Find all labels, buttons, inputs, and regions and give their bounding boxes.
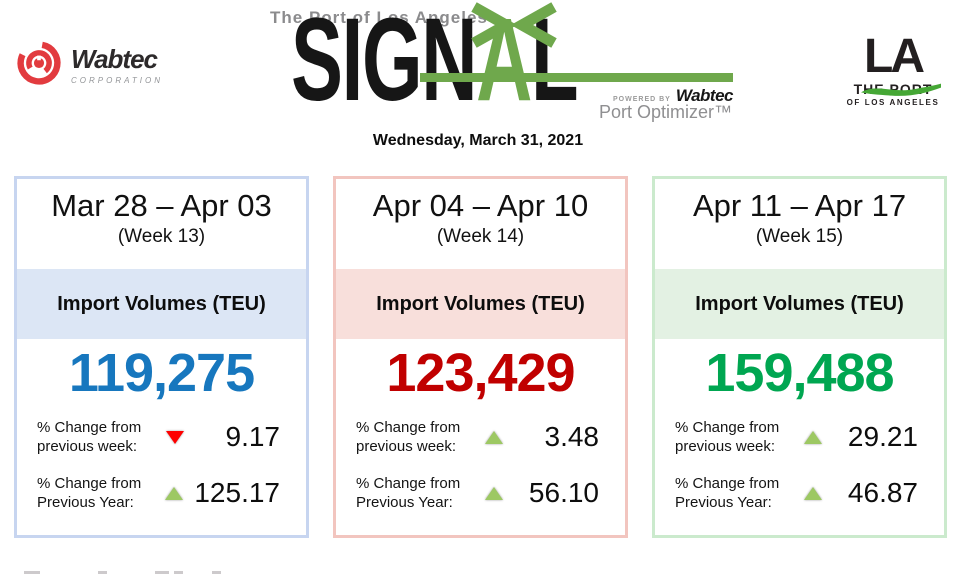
cropped-text-fragment xyxy=(24,571,40,574)
triangle-down-icon xyxy=(166,430,184,444)
change-icon-box xyxy=(793,486,833,500)
change-row-previous-year: % Change from Previous Year: 46.87 xyxy=(675,474,918,513)
card-week-label: (Week 14) xyxy=(436,226,525,248)
cropped-text-fragment xyxy=(174,571,183,574)
change-row-previous-week: % Change from previous week: 9.17 xyxy=(37,418,280,457)
card-changes: % Change from previous week: 9.17 % Chan… xyxy=(17,402,306,530)
cropped-text-fragments xyxy=(24,571,284,575)
change-label-line2: Previous Year: xyxy=(37,494,134,512)
powered-by-label: POWERED BY xyxy=(613,96,671,103)
report-date: Wednesday, March 31, 2021 xyxy=(372,132,584,149)
change-icon-box xyxy=(155,486,195,500)
change-value: 46.87 xyxy=(847,477,918,509)
change-label-line1: % Change from xyxy=(37,418,142,436)
powered-by-line: POWERED BY Wabtec xyxy=(613,86,734,106)
change-label: % Change from previous week: xyxy=(37,418,155,457)
card-changes: % Change from previous week: 3.48 % Chan… xyxy=(336,402,625,530)
signal-wordmark: SIGNAL xyxy=(291,1,579,119)
signal-word-prefix: SIGN xyxy=(291,0,477,126)
port-of-la-logo: LA THE PORT OF LOS ANGELES xyxy=(844,33,942,107)
change-row-previous-week: % Change from previous week: 29.21 xyxy=(675,418,918,457)
triangle-up-icon xyxy=(804,430,822,444)
change-label: % Change from previous week: xyxy=(675,418,793,457)
signal-tagline: The Port of Los Angeles xyxy=(270,8,488,27)
change-value: 9.17 xyxy=(225,421,281,453)
card-week-label: (Week 15) xyxy=(755,226,844,248)
change-label: % Change from Previous Year: xyxy=(37,474,155,513)
cropped-text-fragment xyxy=(155,571,169,574)
change-icon-box xyxy=(155,430,195,444)
card-title: Apr 04 – Apr 10 (Week 14) xyxy=(336,179,625,269)
wabtec-subtitle: CORPORATION xyxy=(71,76,163,85)
change-label-line1: % Change from xyxy=(356,474,461,492)
import-volume-value: 159,488 xyxy=(705,343,894,403)
la-logo-line2: OF LOS ANGELES xyxy=(846,97,940,107)
import-volume-value: 119,275 xyxy=(68,343,255,403)
change-label-line2: Previous Year: xyxy=(675,494,772,512)
change-icon-box xyxy=(474,486,514,500)
signal-green-bar xyxy=(420,73,733,82)
triangle-up-icon xyxy=(485,430,503,444)
port-optimizer-label: Port Optimizer™ xyxy=(598,102,732,122)
change-label-line1: % Change from xyxy=(356,418,461,436)
card-week-label: (Week 13) xyxy=(117,226,206,248)
change-label-line1: % Change from xyxy=(675,474,780,492)
card-section-label: Import Volumes (TEU) xyxy=(655,269,944,339)
volume-card-week-13: Mar 28 – Apr 03 (Week 13) Import Volumes… xyxy=(14,176,309,538)
change-value: 3.48 xyxy=(544,421,600,453)
change-row-previous-year: % Change from Previous Year: 56.10 xyxy=(356,474,599,513)
card-section-label: Import Volumes (TEU) xyxy=(336,269,625,339)
import-volume-value: 123,429 xyxy=(386,343,575,403)
cropped-text-fragment xyxy=(212,571,221,574)
wabtec-swirl-icon xyxy=(16,40,62,91)
card-date-range: Apr 11 – Apr 17 xyxy=(692,188,907,223)
la-monogram-text: LA xyxy=(864,30,925,83)
card-title: Apr 11 – Apr 17 (Week 15) xyxy=(655,179,944,269)
card-changes: % Change from previous week: 29.21 % Cha… xyxy=(655,402,944,530)
la-monogram: LA xyxy=(861,33,941,96)
change-icon-box xyxy=(793,430,833,444)
change-value: 125.17 xyxy=(194,477,280,509)
change-row-previous-year: % Change from Previous Year: 125.17 xyxy=(37,474,280,513)
card-title: Mar 28 – Apr 03 (Week 13) xyxy=(17,179,306,269)
wabtec-logo-text: Wabtec CORPORATION xyxy=(71,46,163,85)
change-value: 56.10 xyxy=(528,477,599,509)
card-date-range: Apr 04 – Apr 10 xyxy=(372,188,589,223)
la-green-wave-icon xyxy=(858,60,944,96)
wabtec-name: Wabtec xyxy=(71,44,158,74)
volume-card-week-14: Apr 04 – Apr 10 (Week 14) Import Volumes… xyxy=(333,176,628,538)
change-label: % Change from previous week: xyxy=(356,418,474,457)
card-date-range: Mar 28 – Apr 03 xyxy=(51,188,272,223)
change-label-line2: previous week: xyxy=(675,438,776,456)
triangle-up-icon xyxy=(165,486,184,500)
change-row-previous-week: % Change from previous week: 3.48 xyxy=(356,418,599,457)
change-icon-box xyxy=(474,430,514,444)
cropped-text-fragment xyxy=(98,571,107,574)
powered-by-brand: Wabtec xyxy=(675,86,734,105)
signal-logo: The Port of Los Angeles SIGNAL POWERED B… xyxy=(263,1,734,126)
change-label-line1: % Change from xyxy=(675,418,780,436)
triangle-up-icon xyxy=(804,486,822,500)
change-label-line2: previous week: xyxy=(37,438,138,456)
change-label-line2: Previous Year: xyxy=(356,494,453,512)
wabtec-corporation-logo: Wabtec CORPORATION xyxy=(16,40,163,91)
signal-antenna-icon xyxy=(468,2,560,53)
change-value: 29.21 xyxy=(847,421,918,453)
card-section-label: Import Volumes (TEU) xyxy=(17,269,306,339)
change-label: % Change from Previous Year: xyxy=(675,474,793,513)
change-label-line1: % Change from xyxy=(37,474,142,492)
weekly-volume-cards: Mar 28 – Apr 03 (Week 13) Import Volumes… xyxy=(14,176,947,538)
change-label: % Change from Previous Year: xyxy=(356,474,474,513)
volume-card-week-15: Apr 11 – Apr 17 (Week 15) Import Volumes… xyxy=(652,176,947,538)
triangle-up-icon xyxy=(485,486,503,500)
change-label-line2: previous week: xyxy=(356,438,457,456)
